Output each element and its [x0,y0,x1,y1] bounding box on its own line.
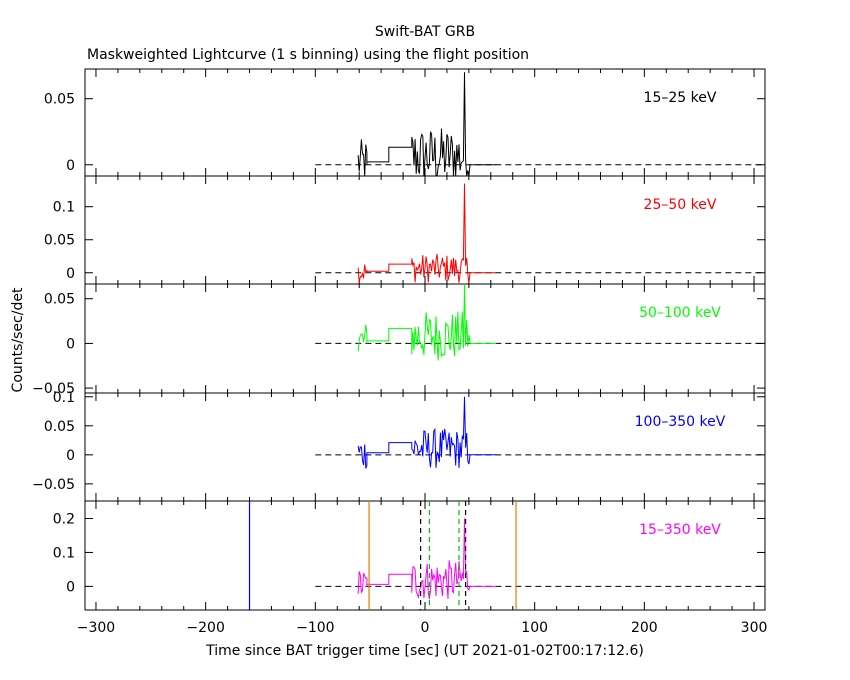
y-tick-label: 0 [66,336,75,352]
panel-2: −0.05 0 0.05 50–100 keV [32,283,766,397]
x-tick-label: 100 [521,620,548,636]
x-tick-label: −100 [296,620,334,636]
band-label: 15–25 keV [644,90,717,106]
y-tick-label: 0.1 [53,390,75,406]
band-label: 25–50 keV [644,197,717,213]
x-axis-label: Time since BAT trigger time [sec] (UT 20… [205,643,644,659]
y-tick-label: 0 [66,158,75,174]
lightcurve-series [357,283,497,361]
y-tick-label: 0.1 [53,545,75,561]
panels-group: 0 0.05 15–25 keV 0 0.05 0.1 25–50 keV −0.05 0 0.0… [32,68,768,636]
y-tick-label: 0.2 [53,511,75,527]
lightcurve-series [357,396,497,469]
chart-subtitle: Maskweighted Lightcurve (1 s binning) us… [87,47,529,63]
y-tick-label: 0 [66,448,75,464]
lightcurve-series [357,183,497,284]
lightcurve-series [357,72,497,177]
x-tick-label: −300 [77,620,115,636]
y-axis-label: Counts/sec/det [10,287,26,392]
panel-4: 0 0.1 0.2 15–350 keV −300 −200 −100 0 100 200 300 [53,500,768,636]
panel-3: −0.05 0 0.05 0.1 100–350 keV [32,390,766,502]
y-tick-label: 0 [66,266,75,282]
y-tick-label: 0.05 [44,292,75,308]
y-tick-label: 0.05 [44,92,75,108]
x-tick-label: 300 [741,620,768,636]
panel-frame [84,392,766,502]
y-tick-label: −0.05 [32,477,75,493]
x-tick-label: 200 [631,620,658,636]
y-tick-label: 0.05 [44,233,75,249]
band-label: 50–100 keV [639,305,721,321]
panel-0: 0 0.05 15–25 keV [44,68,766,177]
band-label: 15–350 keV [639,522,721,538]
x-tick-label: 0 [421,620,430,636]
y-tick-label: 0 [66,579,75,595]
lightcurve-series [357,518,497,600]
panel-1: 0 0.05 0.1 25–50 keV [44,175,766,285]
y-tick-label: −0.05 [32,381,75,397]
x-tick-label: −200 [186,620,224,636]
chart-title: Swift-BAT GRB [375,24,475,40]
y-tick-label: 0.05 [44,419,75,435]
y-tick-label: 0.1 [53,200,75,216]
band-label: 100–350 keV [635,414,726,430]
panel-frame [84,500,766,611]
